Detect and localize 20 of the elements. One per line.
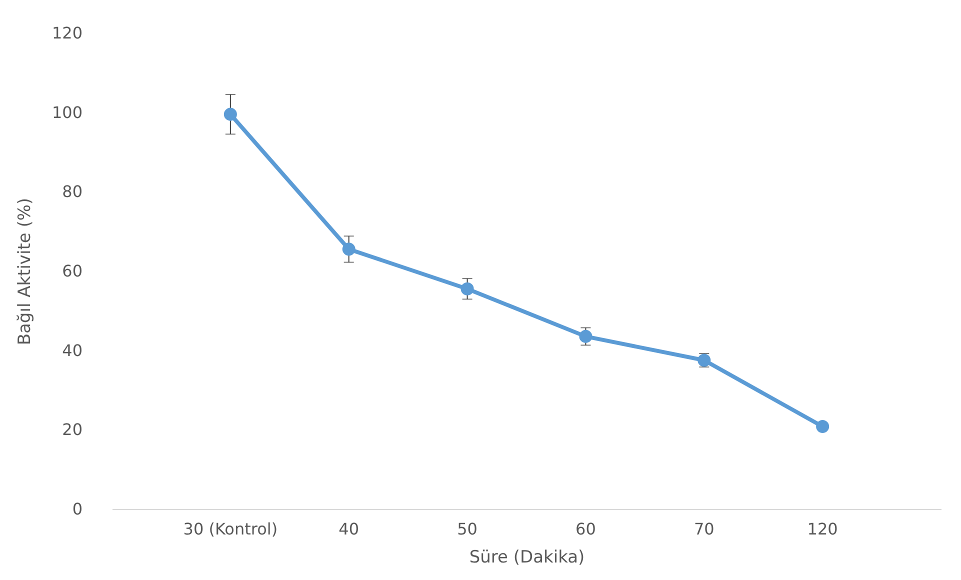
x-tick-label: 30 (Kontrol) <box>183 520 278 538</box>
x-tick-label: 50 <box>457 520 478 538</box>
y-tick-label: 100 <box>52 102 82 122</box>
point <box>224 108 237 121</box>
y-axis-title: Bağıl Aktivite (%) <box>14 198 35 346</box>
y-tick-label: 20 <box>62 420 82 440</box>
y-tick-label: 80 <box>62 182 82 202</box>
y-tick-label: 40 <box>62 340 82 360</box>
x-tick-label: 120 <box>807 520 838 538</box>
y-tick-label: 120 <box>52 24 82 42</box>
point <box>342 242 356 256</box>
point <box>816 420 830 433</box>
x-tick-label: 60 <box>576 520 596 538</box>
point <box>579 330 592 343</box>
point <box>460 282 474 296</box>
x-axis-title: Süre (Dakika) <box>469 548 585 568</box>
y-tick-label: 0 <box>72 500 82 518</box>
x-tick-label: 70 <box>694 520 714 538</box>
y-tick-label: 60 <box>62 262 82 280</box>
x-tick-label: 40 <box>338 520 360 538</box>
